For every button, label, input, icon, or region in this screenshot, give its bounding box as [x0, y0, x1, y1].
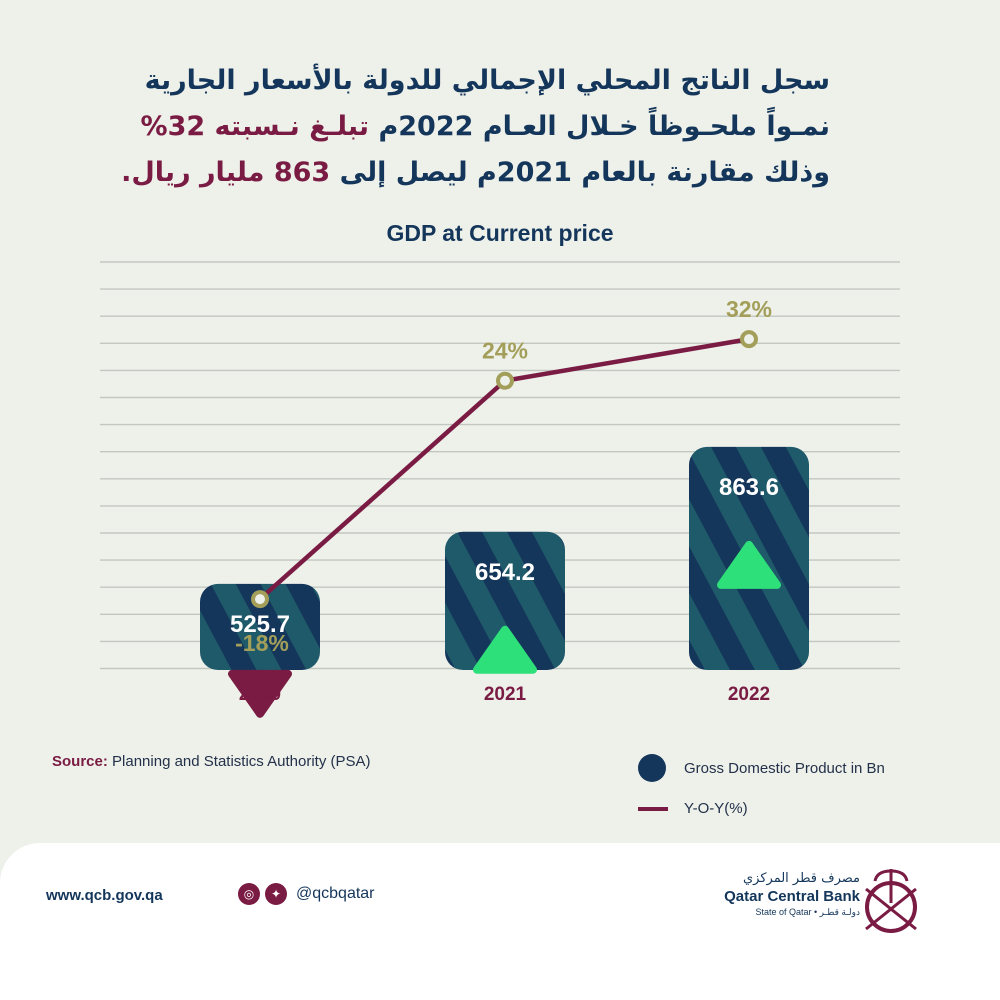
- yoy-point-2022: [740, 330, 758, 349]
- gdp-value-label-2022: 863.6: [719, 474, 779, 501]
- source-text: Planning and Statistics Authority (PSA): [107, 753, 371, 770]
- gdp-value-label-2020: 525.7: [230, 611, 290, 638]
- bank-name: مصرف قطر المركزي Qatar Central Bank Stat…: [724, 871, 860, 918]
- source-note: Source: Planning and Statistics Authorit…: [52, 753, 371, 770]
- source-label: Source:: [52, 753, 108, 770]
- headline-line-1: سجل الناتج المحلي الإجمالي للدولة بالأسع…: [144, 65, 830, 96]
- legend-swatch-gdp: [638, 754, 666, 782]
- gdp-bar-2021: [445, 531, 565, 670]
- headline-line-2-text: نمـواً ملحـوظاً خـلال العـام 2022م: [369, 111, 830, 142]
- legend-item-gdp: Gross Domestic Product in Bn: [638, 754, 885, 782]
- legend-label-yoy: Y-O-Y(%): [684, 800, 748, 817]
- social-links: ◎ ✦ @qcbqatar: [238, 883, 375, 905]
- yoy-label-2022: 32%: [726, 296, 772, 322]
- trend-up-icon: [473, 625, 537, 674]
- yoy-point-2021: [496, 371, 514, 390]
- social-handle[interactable]: @qcbqatar: [296, 885, 375, 902]
- bank-state: State of Qatar • دولـة قطـر: [755, 907, 860, 917]
- legend-swatch-yoy: [638, 806, 668, 811]
- gdp-value-label-2021: 654.2: [475, 559, 535, 586]
- category-label-2022: 2022: [728, 684, 770, 705]
- headline-line-3-accent: 863 مليار ريال.: [121, 157, 331, 188]
- headline-line-2: نمـواً ملحـوظاً خـلال العـام 2022م تبلـغ…: [70, 104, 831, 150]
- legend: Gross Domestic Product in Bn Y-O-Y(%): [638, 754, 885, 835]
- category-label-2020: 2020: [239, 684, 281, 705]
- trend-down-icon: [228, 669, 292, 718]
- qatar-emblem-icon: [865, 869, 917, 933]
- instagram-icon[interactable]: ◎: [238, 883, 260, 905]
- headline-line-2-accent: تبلـغ نـسبته 32%: [140, 111, 370, 142]
- gdp-bar-2020: [200, 583, 320, 670]
- category-label-2021: 2021: [484, 684, 527, 705]
- bank-name-en: Qatar Central Bank: [724, 888, 860, 905]
- legend-item-yoy: Y-O-Y(%): [638, 800, 885, 817]
- headline-line-3-text: وذلك مقارنة بالعام 2021م ليصل إلى: [330, 157, 830, 188]
- legend-label-gdp: Gross Domestic Product in Bn: [684, 759, 885, 777]
- headline: سجل الناتج المحلي الإجمالي للدولة بالأسع…: [70, 58, 830, 196]
- yoy-label-2020: -18%: [235, 630, 289, 656]
- chart-title: GDP at Current price: [386, 220, 614, 246]
- website-link[interactable]: www.qcb.gov.qa: [46, 887, 163, 904]
- footer: www.qcb.gov.qa ◎ ✦ @qcbqatar مصرف قطر ال…: [0, 843, 1000, 1000]
- trend-up-icon: [717, 540, 781, 589]
- yoy-label-2021: 24%: [482, 338, 528, 364]
- headline-line-3: وذلك مقارنة بالعام 2021م ليصل إلى 863 مل…: [70, 150, 830, 196]
- yoy-point-2020: [251, 590, 269, 609]
- twitter-icon[interactable]: ✦: [265, 883, 287, 905]
- bank-name-ar: مصرف قطر المركزي: [743, 871, 860, 886]
